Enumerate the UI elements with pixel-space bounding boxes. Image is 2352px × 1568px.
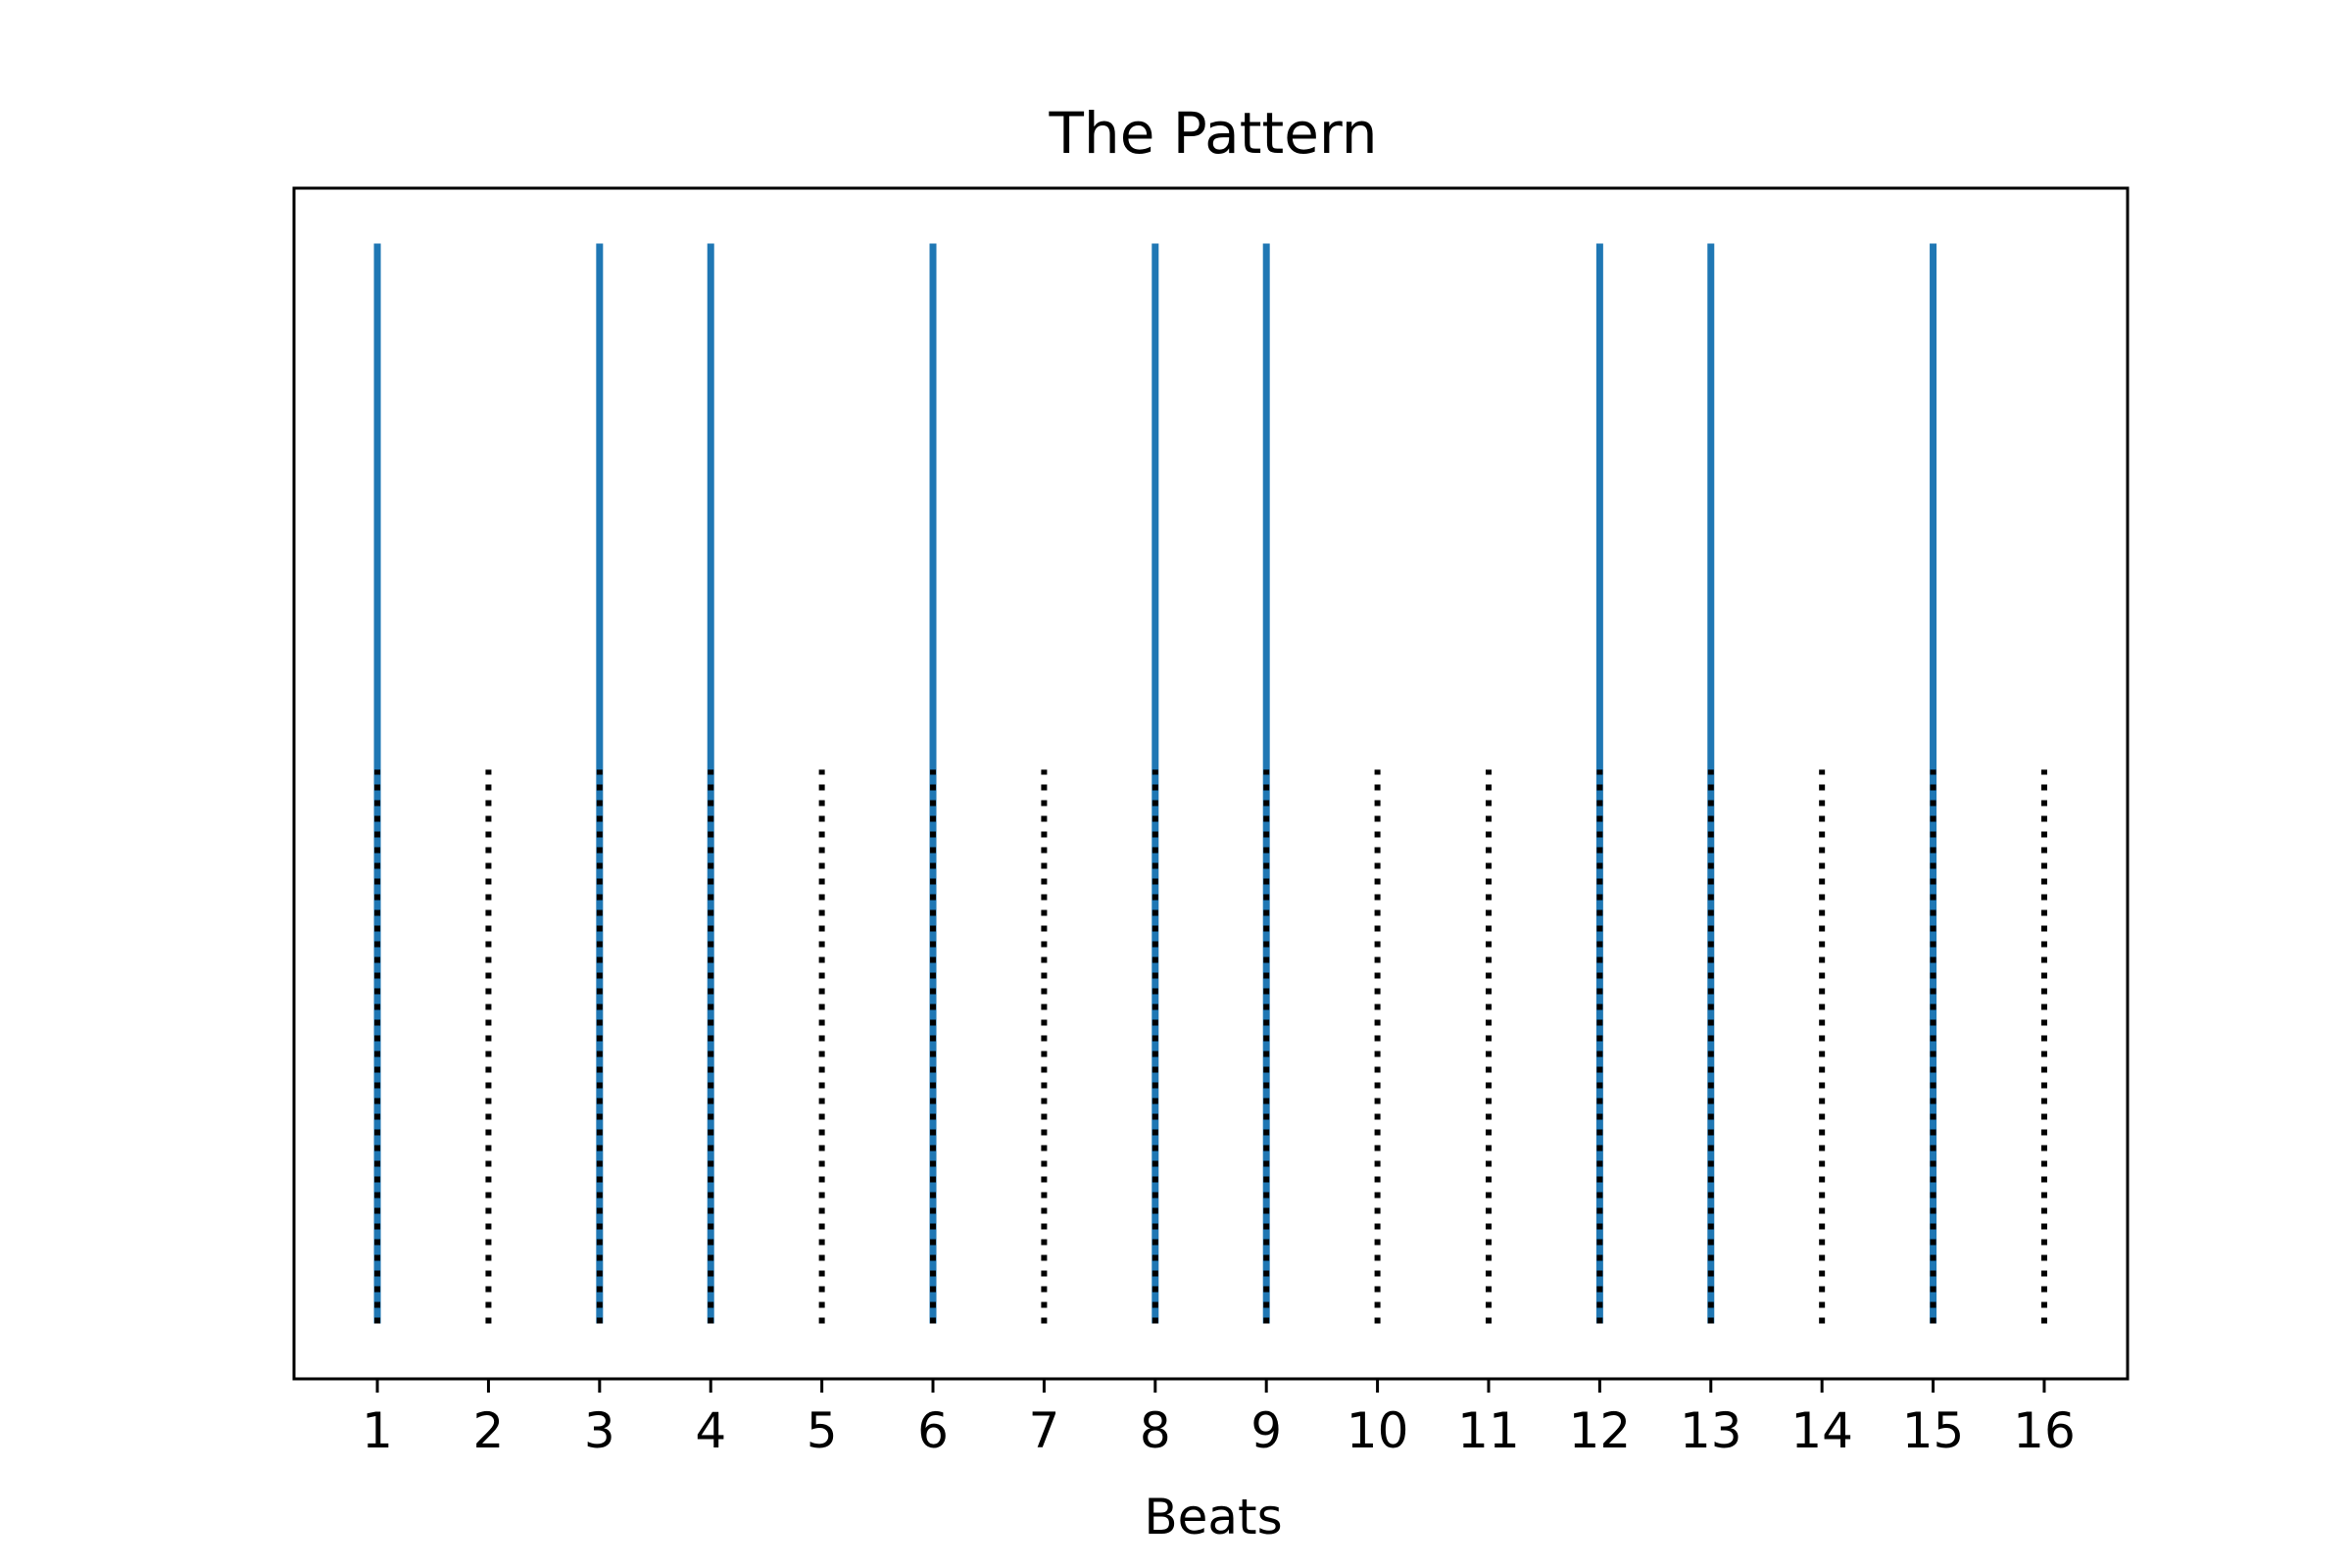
x-tick-label: 1 [362, 1402, 393, 1459]
chart-title: The Pattern [1049, 100, 1378, 167]
x-tick-label: 8 [1140, 1402, 1171, 1459]
x-tick-label: 12 [1569, 1402, 1632, 1459]
event-lines [373, 243, 2047, 1324]
x-tick-label: 2 [473, 1402, 505, 1459]
x-axis-label: Beats [1144, 1489, 1282, 1545]
x-tick-label: 11 [1457, 1402, 1520, 1459]
x-tick-label: 6 [917, 1402, 949, 1459]
x-tick-label: 7 [1029, 1402, 1060, 1459]
x-axis-ticks: 1 2 3 4 5 6 7 8 9 10 11 12 13 14 15 16 [362, 1379, 2076, 1459]
x-tick-label: 14 [1790, 1402, 1853, 1459]
x-tick-label: 3 [584, 1402, 615, 1459]
series-solid [373, 243, 1937, 1324]
x-tick-label: 9 [1250, 1402, 1282, 1459]
x-tick-label: 16 [2013, 1402, 2076, 1459]
x-tick-label: 15 [1902, 1402, 1965, 1459]
x-tick-label: 5 [807, 1402, 838, 1459]
x-tick-label: 4 [695, 1402, 726, 1459]
x-tick-label: 13 [1680, 1402, 1742, 1459]
x-tick-label: 10 [1347, 1402, 1409, 1459]
plot-frame [292, 186, 2130, 1381]
